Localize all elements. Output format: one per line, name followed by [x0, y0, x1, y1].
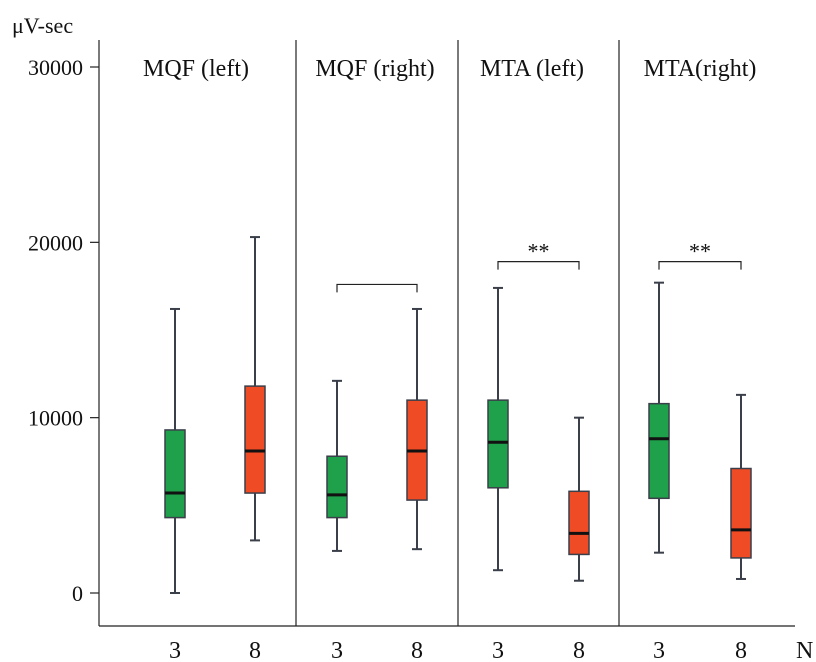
significance-label: ** [528, 239, 550, 264]
x-tick-label: 3 [492, 638, 504, 662]
x-tick-label: 8 [249, 638, 261, 662]
significance-label: ** [689, 239, 711, 264]
box-group-3: 3 [326, 379, 348, 662]
box-group-3: 3 [164, 307, 186, 662]
x-tick-label: 3 [653, 638, 665, 662]
x-axis-label: N [796, 638, 813, 662]
significance-bracket [336, 283, 418, 293]
significance-bracket [658, 261, 742, 270]
axes: 0 10000 20000 30000 [28, 40, 795, 627]
x-tick-label: 3 [331, 638, 343, 662]
box-group-8: 8 [568, 416, 590, 662]
x-tick-label: 8 [573, 638, 585, 662]
box-group-8: 8 [244, 236, 266, 662]
y-tick-label: 30000 [28, 55, 83, 80]
x-tick-label: 8 [411, 638, 423, 662]
iqr-box [730, 467, 752, 559]
box-group-8: 8 [730, 393, 752, 662]
box-group-8: 8 [406, 307, 428, 662]
iqr-box [568, 490, 590, 556]
panel-title: MQF (right) [315, 56, 434, 82]
x-tick-label: 3 [169, 638, 181, 662]
panel-title: MQF (left) [143, 56, 249, 82]
iqr-box [648, 402, 670, 500]
iqr-box [326, 455, 348, 519]
panel-1: MQF (left) 3 8 [143, 56, 266, 662]
y-axis-label: μV-sec [12, 13, 73, 38]
y-tick-label: 0 [72, 581, 83, 606]
panel-4: MTA(right) 3 8 ** [644, 56, 757, 662]
iqr-box [164, 429, 186, 519]
iqr-box [487, 399, 509, 489]
panel-2: MQF (right) 3 8 [315, 56, 434, 662]
box-group-3: 3 [487, 286, 509, 662]
box-group-3: 3 [648, 281, 670, 662]
y-tick-label: 20000 [28, 230, 83, 255]
y-tick-label: 10000 [28, 406, 83, 431]
x-tick-label: 8 [735, 638, 747, 662]
panel-title: MTA(right) [644, 56, 757, 82]
panel-3: MTA (left) 3 8 ** [480, 56, 590, 662]
iqr-box [244, 385, 266, 494]
significance-bracket [497, 261, 580, 270]
panel-title: MTA (left) [480, 56, 584, 82]
